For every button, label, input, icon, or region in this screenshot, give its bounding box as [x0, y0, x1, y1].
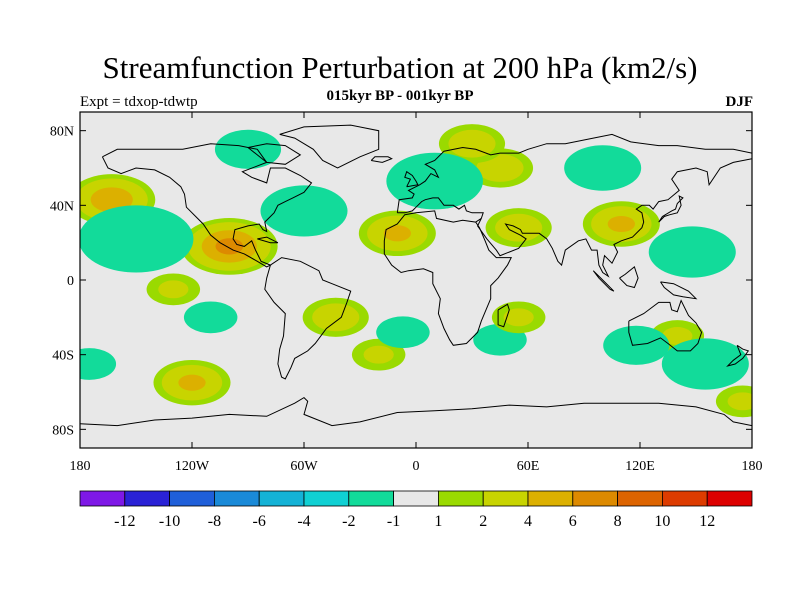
coastline-eurasia	[396, 133, 752, 278]
colorbar-box	[169, 490, 215, 507]
colorbar-label: -2	[342, 513, 355, 530]
coastline-africa	[383, 210, 513, 346]
field-contour	[363, 345, 394, 364]
field-contour	[183, 301, 238, 334]
field-contour	[376, 316, 430, 349]
field-contour	[662, 327, 693, 345]
field-contour	[215, 238, 244, 255]
field-contour	[564, 145, 642, 191]
y-tick-label: 0	[67, 274, 74, 289]
colorbar-label: 6	[569, 513, 577, 530]
field-contour	[476, 154, 524, 182]
field-contour	[448, 129, 496, 158]
x-tick-label: 120W	[175, 459, 210, 474]
colorbar-box	[482, 490, 529, 507]
colorbar-box	[527, 490, 574, 507]
coastline-south-america	[264, 257, 352, 380]
coastline-sumatra	[592, 270, 615, 292]
coastline-antarctica	[80, 396, 752, 427]
coastline-greenland	[279, 124, 380, 169]
field-contour	[158, 280, 189, 299]
coastline-madagascar	[497, 303, 510, 328]
colorbar-label: -1	[387, 513, 400, 530]
coastline-borneo	[619, 266, 639, 289]
season-label: DJF	[725, 94, 754, 110]
y-tick-label: 40N	[50, 199, 74, 214]
chart-title: Streamfunction Perturbation at 200 hPa (…	[102, 50, 698, 85]
experiment-label: Expt = tdxop-tdwtp	[80, 94, 198, 110]
field-contour	[607, 215, 635, 233]
field-contour	[383, 225, 411, 242]
field-contour	[80, 205, 194, 273]
coastline-cuba	[257, 236, 279, 244]
field-contour	[260, 185, 348, 237]
field-contour	[495, 213, 543, 242]
y-tick-label: 80N	[50, 125, 74, 140]
colorbar-box	[258, 490, 305, 507]
chart-subtitle: 015kyr BP - 001kyr BP	[326, 88, 474, 104]
field-contour	[503, 308, 534, 327]
coastline-new-guinea	[660, 281, 698, 300]
colorbar-box	[617, 490, 663, 507]
field-contour	[727, 392, 752, 411]
colorbar-box	[303, 490, 350, 507]
x-tick-label: 0	[413, 459, 420, 474]
colorbar-label: 2	[479, 513, 487, 530]
coastline-iceland	[370, 156, 393, 163]
coastline-north-america	[101, 143, 313, 268]
colorbar-box	[437, 490, 484, 507]
y-tick-label: 40S	[52, 349, 74, 364]
colorbar-label: 4	[524, 513, 532, 530]
colorbar-label: -12	[114, 513, 135, 530]
x-tick-label: 180	[742, 459, 763, 474]
x-tick-label: 60E	[517, 459, 540, 474]
field-contour	[648, 226, 736, 278]
field-contour	[80, 348, 117, 380]
colorbar-box	[213, 490, 260, 507]
colorbar-box	[662, 490, 708, 507]
coastline-baffin	[246, 143, 302, 165]
field-contour	[90, 187, 133, 213]
field-contour	[312, 303, 360, 332]
colorbar-label: 1	[434, 513, 442, 530]
colorbar-box	[572, 490, 618, 507]
field-contour	[386, 152, 483, 210]
colorbar-label: 10	[654, 513, 670, 530]
field-contour	[178, 374, 206, 391]
y-tick-label: 80S	[52, 423, 74, 438]
x-tick-label: 60W	[290, 459, 318, 474]
colorbar-box	[79, 490, 126, 507]
colorbar-box	[393, 490, 439, 507]
colorbar-box	[706, 490, 753, 507]
coastline-japan	[658, 195, 684, 223]
coastline-uk	[404, 170, 419, 188]
x-tick-label: 120E	[625, 459, 655, 474]
coastline-australia	[628, 299, 703, 352]
coastline-new-zealand	[726, 344, 750, 367]
colorbar-label: -10	[159, 513, 180, 530]
colorbar-label: 12	[699, 513, 715, 530]
colorbar-label: 8	[614, 513, 622, 530]
coastline-arabia-split	[475, 217, 482, 223]
colorbar-box	[124, 490, 171, 507]
x-tick-label: 180	[70, 459, 91, 474]
colorbar-box	[348, 490, 394, 507]
colorbar-label: -4	[297, 513, 310, 530]
colorbar-label: -6	[253, 513, 266, 530]
colorbar-label: -8	[208, 513, 221, 530]
